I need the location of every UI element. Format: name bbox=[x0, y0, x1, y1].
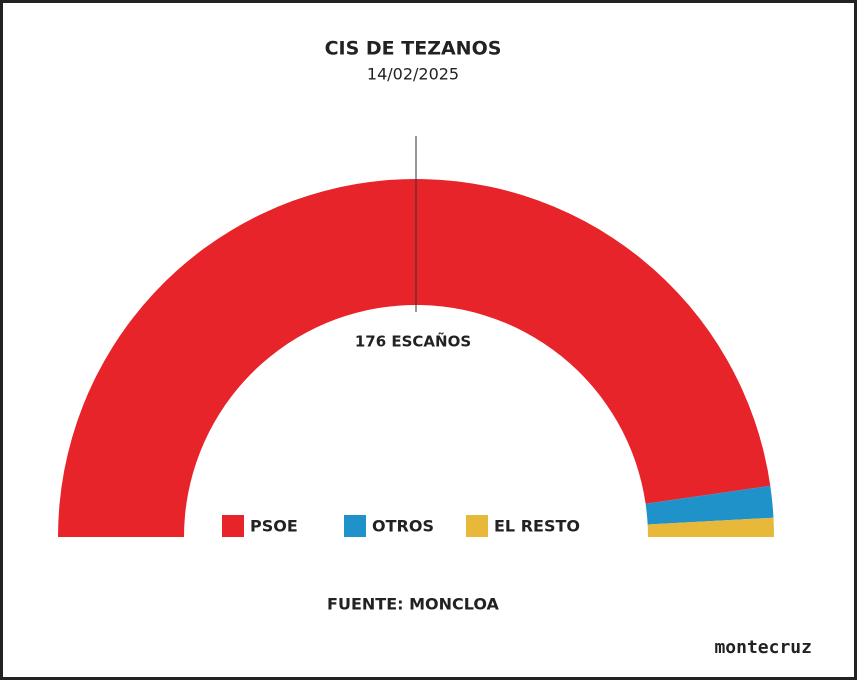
annotation: 176 ESCAÑOS bbox=[355, 332, 471, 351]
segment bbox=[647, 517, 774, 537]
legend-label: PSOE bbox=[250, 517, 298, 536]
legend-label: OTROS bbox=[372, 517, 434, 536]
legend-swatch bbox=[466, 515, 488, 537]
arcs bbox=[58, 178, 774, 537]
legend-swatch bbox=[222, 515, 244, 537]
source: FUENTE: MONCLOA bbox=[327, 595, 500, 614]
brand: montecruz bbox=[714, 637, 812, 658]
chart-subtitle: 14/02/2025 bbox=[367, 65, 459, 84]
legend-swatch bbox=[344, 515, 366, 537]
segment bbox=[58, 178, 771, 537]
chart-title: CIS DE TEZANOS bbox=[325, 38, 502, 60]
legend-label: EL RESTO bbox=[494, 517, 580, 536]
segment bbox=[645, 485, 774, 525]
